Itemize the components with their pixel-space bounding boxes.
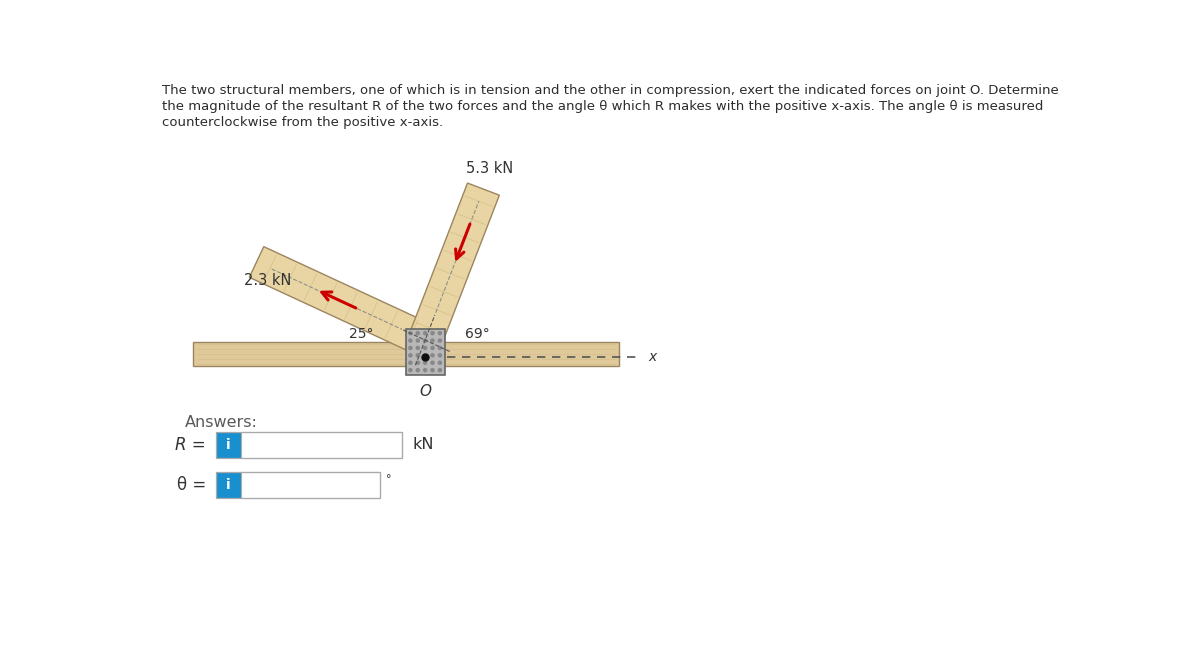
Bar — [216, 432, 402, 458]
Text: 25°: 25° — [349, 327, 374, 341]
Circle shape — [409, 339, 412, 342]
Text: The two structural members, one of which is in tension and the other in compress: The two structural members, one of which… — [162, 84, 1058, 97]
Polygon shape — [250, 247, 432, 355]
Text: 5.3 kN: 5.3 kN — [466, 161, 512, 176]
Circle shape — [431, 331, 434, 335]
Circle shape — [416, 354, 419, 357]
Polygon shape — [193, 342, 619, 366]
Circle shape — [409, 354, 412, 357]
Bar — [216, 472, 380, 498]
Circle shape — [431, 361, 434, 364]
Circle shape — [409, 331, 412, 335]
Text: i: i — [226, 478, 230, 492]
Text: the magnitude of the resultant R of the two forces and the angle θ which R makes: the magnitude of the resultant R of the … — [162, 100, 1043, 113]
Text: counterclockwise from the positive x-axis.: counterclockwise from the positive x-axi… — [162, 116, 443, 129]
Circle shape — [416, 361, 419, 364]
Text: O: O — [419, 384, 431, 399]
Circle shape — [438, 361, 442, 364]
Text: °: ° — [386, 474, 392, 484]
Text: 69°: 69° — [466, 327, 491, 341]
Circle shape — [409, 361, 412, 364]
Text: Answers:: Answers: — [185, 415, 258, 430]
Circle shape — [424, 369, 427, 371]
Text: R =: R = — [175, 436, 206, 453]
Circle shape — [416, 331, 419, 335]
Polygon shape — [409, 183, 499, 346]
Circle shape — [438, 354, 442, 357]
Bar — [216, 472, 241, 498]
Circle shape — [424, 346, 427, 349]
Text: kN: kN — [413, 437, 434, 452]
Circle shape — [416, 346, 419, 349]
Circle shape — [438, 339, 442, 342]
Bar — [241, 432, 402, 458]
Text: θ =: θ = — [176, 476, 206, 494]
Circle shape — [438, 331, 442, 335]
Circle shape — [424, 354, 427, 357]
Text: 2.3 kN: 2.3 kN — [244, 273, 292, 288]
Text: i: i — [226, 438, 230, 452]
Circle shape — [409, 369, 412, 371]
Circle shape — [431, 369, 434, 371]
Circle shape — [416, 339, 419, 342]
Bar — [241, 472, 380, 498]
Circle shape — [416, 369, 419, 371]
Circle shape — [424, 361, 427, 364]
Text: x: x — [648, 350, 656, 364]
Circle shape — [409, 346, 412, 349]
Circle shape — [438, 346, 442, 349]
Circle shape — [424, 331, 427, 335]
Bar — [406, 329, 444, 375]
Circle shape — [438, 369, 442, 371]
Circle shape — [431, 346, 434, 349]
Circle shape — [424, 339, 427, 342]
Circle shape — [431, 354, 434, 357]
Bar — [216, 432, 241, 458]
Circle shape — [431, 339, 434, 342]
